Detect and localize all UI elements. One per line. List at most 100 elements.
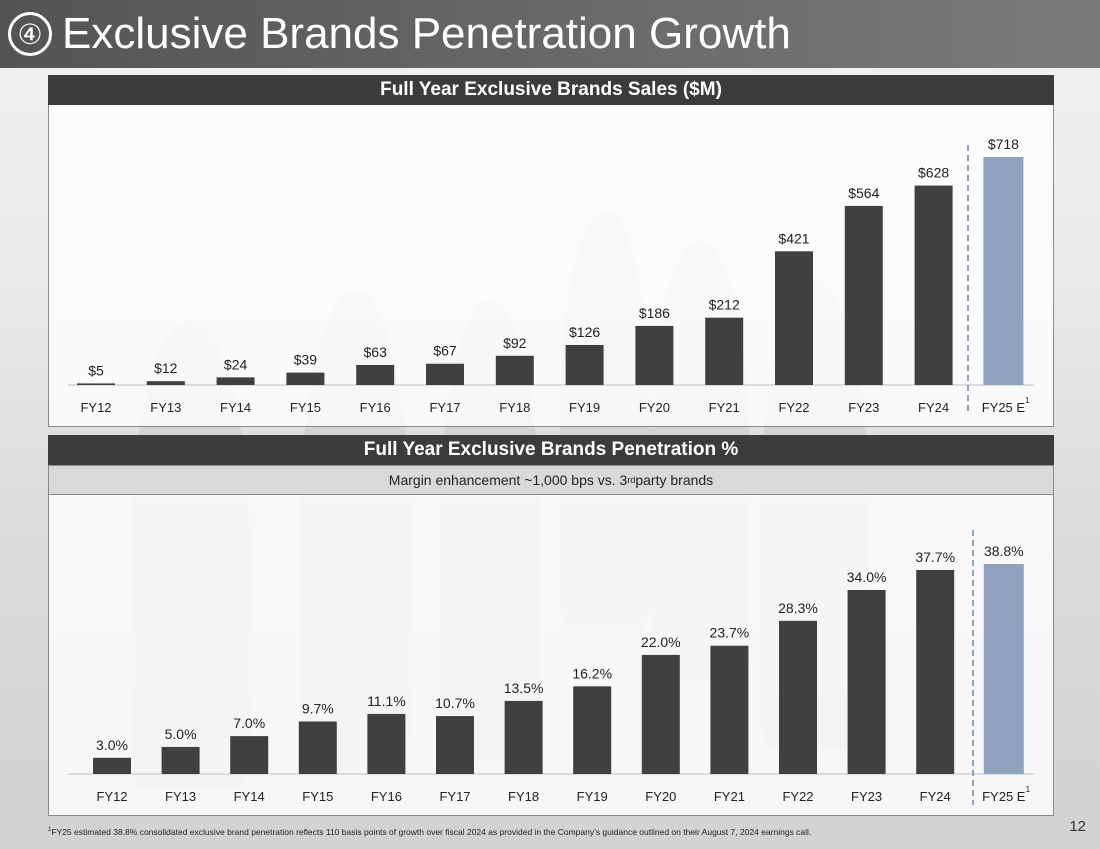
sales-chart-title: Full Year Exclusive Brands Sales ($M) [48, 75, 1054, 105]
data-label: $5 [88, 362, 104, 378]
data-label: 7.0% [233, 715, 265, 731]
data-label: 34.0% [847, 569, 887, 585]
bar-fy25-e [983, 564, 1024, 774]
category-label: FY19 [577, 789, 608, 804]
category-label: FY14 [220, 400, 251, 415]
category-label: FY18 [508, 789, 539, 804]
page-title-bar: ④ Exclusive Brands Penetration Growth [0, 0, 1100, 68]
bar-fy22 [779, 620, 817, 774]
bar-fy22 [775, 251, 813, 385]
category-label: FY25 E [982, 400, 1026, 415]
bar-fy17 [426, 363, 464, 385]
footnote: 1FY25 estimated 38.8% consolidated exclu… [48, 827, 811, 837]
penetration-chart-title: Full Year Exclusive Brands Penetration % [48, 435, 1054, 465]
bar-fy17 [436, 716, 474, 774]
data-label: $186 [639, 305, 670, 321]
data-label: $126 [569, 324, 600, 340]
bar-fy19 [573, 686, 612, 774]
category-label: FY22 [778, 400, 809, 415]
penetration-bar-chart: 3.0% FY12 5.0% FY13 7.0% FY14 9.7% FY15 11.1% FY1… [68, 530, 1034, 805]
category-label: FY24 [918, 400, 949, 415]
category-label: FY20 [639, 400, 670, 415]
subtitle-text: Margin enhancement ~1,000 bps vs. 3 [388, 472, 628, 488]
data-label: $92 [503, 335, 527, 351]
bar-fy23 [847, 589, 886, 774]
data-label: 11.1% [367, 693, 406, 709]
bar-fy24 [916, 569, 955, 774]
data-label: 23.7% [710, 625, 750, 641]
category-label: FY13 [150, 400, 181, 415]
bar-fy14 [230, 736, 269, 774]
data-label: $718 [988, 136, 1019, 152]
penetration-chart-panel [48, 435, 1054, 816]
bar-fy20 [635, 325, 674, 385]
data-label: $564 [848, 185, 879, 201]
category-label: FY17 [429, 400, 460, 415]
category-label: FY18 [499, 400, 530, 415]
category-label: FY15 [290, 400, 321, 415]
bar-fy18 [495, 355, 534, 385]
category-label: FY13 [165, 789, 196, 804]
bar-fy23 [844, 205, 883, 385]
category-label: FY25 E [982, 789, 1026, 804]
category-label: FY15 [302, 789, 333, 804]
category-label: FY17 [439, 789, 470, 804]
category-label: FY21 [709, 400, 740, 415]
category-label: FY24 [920, 789, 951, 804]
bar-fy16 [356, 364, 395, 385]
category-label: FY19 [569, 400, 600, 415]
bar-fy21 [705, 317, 744, 385]
bar-fy25-e [983, 157, 1024, 385]
data-label: $12 [154, 360, 178, 376]
footnote-text: FY25 estimated 38.8% consolidated exclus… [51, 827, 812, 837]
bar-fy12 [77, 383, 115, 385]
bar-fy15 [286, 372, 325, 385]
bar-fy15 [298, 721, 337, 774]
data-label: $67 [433, 343, 457, 359]
category-label: FY20 [645, 789, 676, 804]
category-label: FY21 [714, 789, 745, 804]
data-label: $421 [778, 230, 809, 246]
data-label: 38.8% [984, 543, 1024, 559]
data-label: 16.2% [572, 665, 612, 681]
bar-fy24 [914, 185, 953, 385]
page-title: Exclusive Brands Penetration Growth [62, 9, 791, 58]
footnote-marker: 1 [1026, 785, 1031, 794]
data-label: $63 [364, 344, 388, 360]
data-label: 13.5% [504, 680, 544, 696]
bar-fy14 [216, 377, 255, 385]
category-label: FY12 [96, 789, 127, 804]
bar-fy20 [641, 654, 680, 774]
subtitle-text-end: party brands [635, 472, 714, 488]
category-label: FY14 [234, 789, 265, 804]
data-label: 5.0% [165, 726, 197, 742]
bar-fy12 [93, 757, 131, 774]
data-label: $39 [294, 352, 318, 368]
data-label: 28.3% [778, 600, 818, 616]
category-label: FY16 [371, 789, 402, 804]
bar-fy18 [504, 700, 543, 774]
data-label: $212 [709, 297, 740, 313]
sales-bar-chart: $5 FY12 $12 FY13 $24 FY14 $39 FY15 $63 FY16 $67 FY1… [68, 136, 1034, 415]
bar-fy16 [367, 713, 406, 774]
data-label: 10.7% [435, 695, 475, 711]
page-number: 12 [1069, 818, 1086, 835]
sales-chart-panel [48, 75, 1054, 427]
bar-fy13 [146, 381, 185, 385]
category-label: FY23 [851, 789, 882, 804]
data-label: 9.7% [302, 701, 334, 717]
category-label: FY23 [848, 400, 879, 415]
data-label: 3.0% [96, 737, 128, 753]
footnote-marker: 1 [48, 827, 52, 834]
data-label: $628 [918, 165, 949, 181]
subtitle-superscript: rd [627, 475, 636, 485]
data-label: $24 [224, 356, 248, 372]
bar-fy13 [161, 746, 200, 774]
category-label: FY16 [360, 400, 391, 415]
data-label: 37.7% [915, 549, 955, 565]
category-label: FY22 [782, 789, 813, 804]
footnote-marker: 1 [1025, 396, 1030, 405]
category-label: FY12 [80, 400, 111, 415]
data-label: 22.0% [641, 634, 681, 650]
